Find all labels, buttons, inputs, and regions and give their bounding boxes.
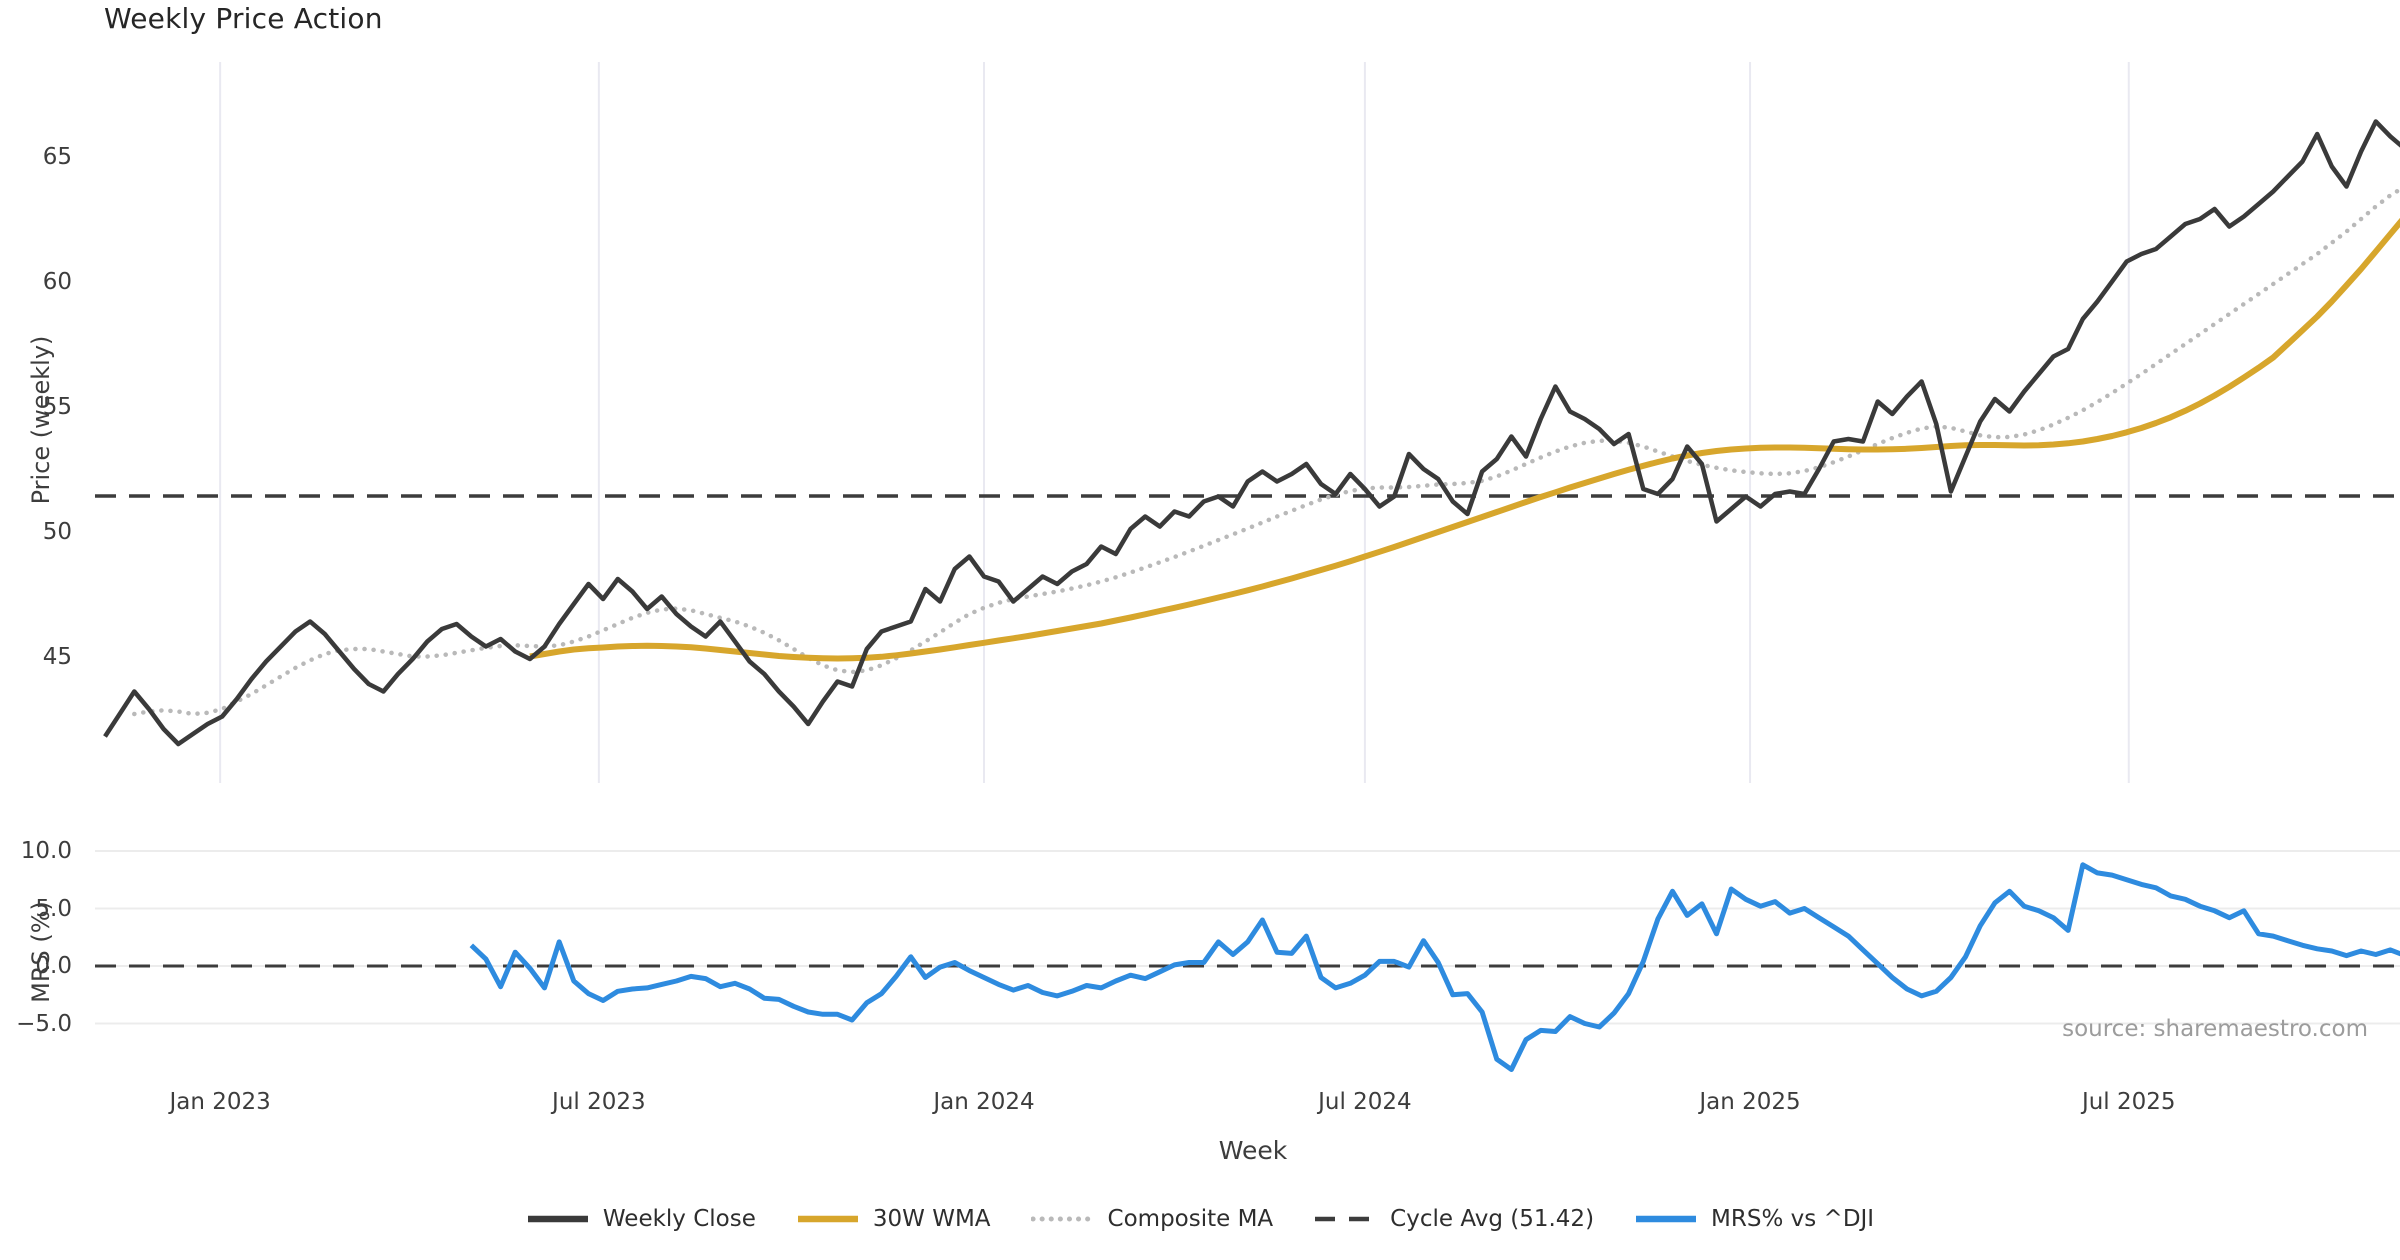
- legend-label: 30W WMA: [872, 1206, 991, 1232]
- x-axis-label: Week: [1218, 1136, 1288, 1165]
- source-credit: source: sharemaestro.com: [2062, 1016, 2368, 1042]
- week-tick: Jul 2023: [552, 1089, 646, 1115]
- legend-marker-solid-icon: [527, 1215, 588, 1223]
- legend-marker-dotted-icon: [1030, 1216, 1095, 1222]
- legend: Weekly Close 30W WMA Composite MA Cycle Avg…: [0, 1206, 2400, 1232]
- legend-item-close: Weekly Close: [526, 1206, 756, 1232]
- legend-label: MRS% vs ^DJI: [1711, 1206, 1875, 1232]
- legend-marker-dashed-icon: [1315, 1216, 1376, 1222]
- price-tick-50: 50: [42, 518, 72, 545]
- week-tick: Jan 2025: [1699, 1089, 1801, 1115]
- legend-item-cycle_avg: Cycle Avg (51.42): [1313, 1206, 1594, 1232]
- price-tick-45: 45: [42, 643, 72, 670]
- legend-marker-solid-icon: [1636, 1215, 1697, 1223]
- legend-item-composite: Composite MA: [1030, 1206, 1274, 1232]
- series-composite: [132, 186, 2400, 717]
- series-wma: [529, 217, 2400, 662]
- mrs-tick-0: 0.0: [35, 953, 72, 979]
- legend-label: Weekly Close: [602, 1206, 756, 1232]
- chart-title: Weekly Price Action: [104, 2, 383, 35]
- week-tick: Jul 2025: [2081, 1089, 2176, 1115]
- price-tick-65: 65: [42, 143, 72, 170]
- week-tick: Jan 2024: [933, 1089, 1035, 1115]
- price-tick-60: 60: [42, 268, 72, 295]
- legend-label: Cycle Avg (51.42): [1390, 1206, 1595, 1232]
- week-tick: Jan 2023: [169, 1089, 271, 1115]
- legend-label: Composite MA: [1107, 1206, 1274, 1232]
- series-close: [103, 119, 2400, 747]
- mrs-tick-10: 10.0: [20, 838, 72, 864]
- mrs-tick-5: 5.0: [35, 895, 72, 922]
- legend-item-wma: 30W WMA: [796, 1206, 991, 1232]
- price-tick-55: 55: [42, 393, 72, 420]
- mrs-tick--5: −5.0: [16, 1010, 72, 1037]
- legend-marker-solid-icon: [797, 1215, 858, 1223]
- legend-item-mrs: MRS% vs ^DJI: [1634, 1206, 1874, 1232]
- series-mrs: [469, 862, 2400, 1072]
- week-tick: Jul 2024: [1318, 1089, 1412, 1115]
